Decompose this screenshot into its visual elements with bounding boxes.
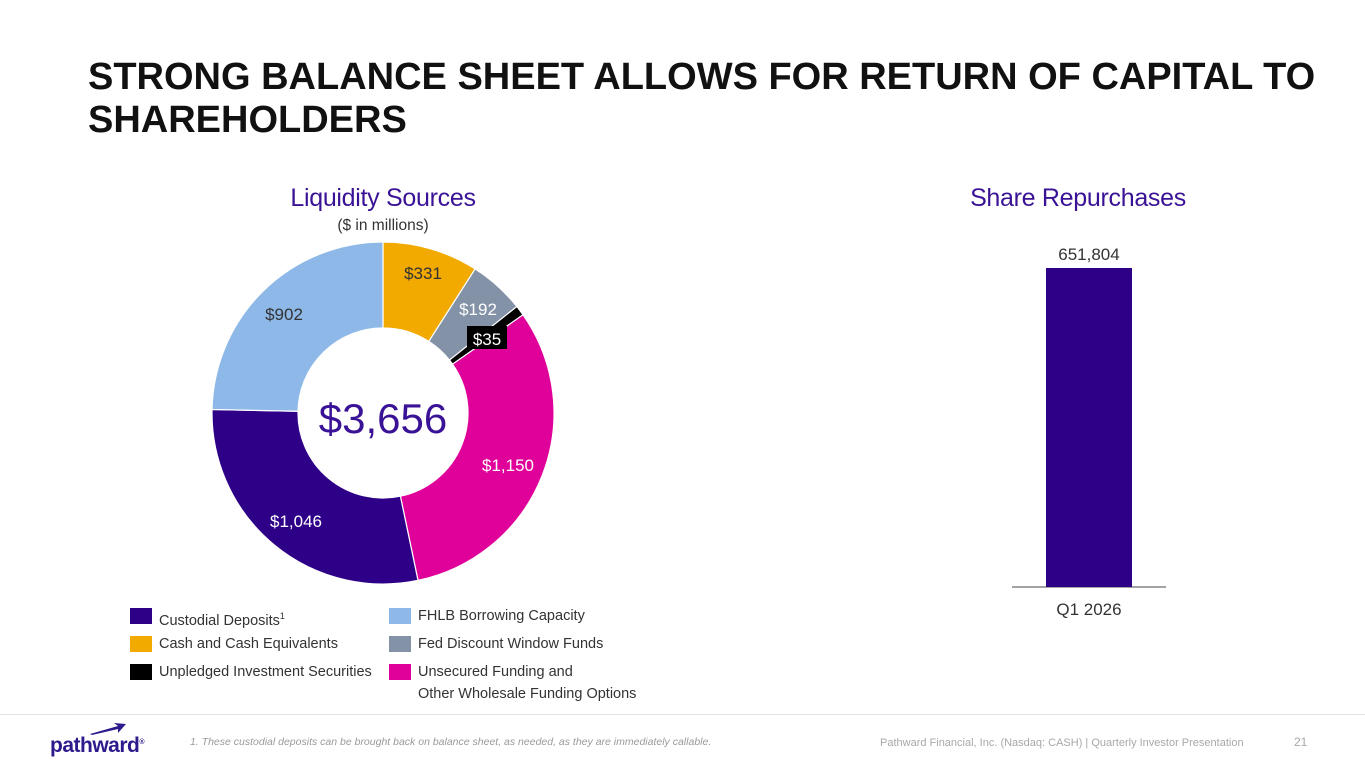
legend-item-unsecured: Unsecured Funding and Other Wholesale Fun… bbox=[389, 661, 636, 705]
page-number: 21 bbox=[1294, 735, 1308, 749]
bar-value-label-0: 651,804 bbox=[1058, 245, 1119, 264]
legend-swatch-unpledged bbox=[130, 664, 152, 680]
legend-label-custodial: Custodial Deposits1 bbox=[159, 611, 285, 629]
donut-label-unpledged: $35 bbox=[473, 330, 501, 349]
logo-arrow-icon bbox=[90, 723, 126, 735]
donut-label-cash: $331 bbox=[404, 264, 442, 283]
page-title: STRONG BALANCE SHEET ALLOWS FOR RETURN O… bbox=[88, 56, 1316, 141]
legend-item-cash: Cash and Cash Equivalents bbox=[130, 633, 338, 655]
liquidity-subtitle: ($ in millions) bbox=[337, 217, 429, 234]
legend-swatch-custodial bbox=[130, 608, 152, 624]
donut-label-unsecured: $1,150 bbox=[482, 456, 534, 475]
logo-text: pathward bbox=[50, 734, 140, 757]
donut-slice-unsecured bbox=[399, 313, 555, 582]
donut-center-total: $3,656 bbox=[319, 395, 447, 442]
legend-item-fed: Fed Discount Window Funds bbox=[389, 633, 603, 655]
legend-item-unpledged: Unpledged Investment Securities bbox=[130, 661, 372, 683]
legend-swatch-cash bbox=[130, 636, 152, 652]
footer-source: Pathward Financial, Inc. (Nasdaq: CASH) … bbox=[880, 737, 1244, 749]
repurchases-title: Share Repurchases bbox=[970, 184, 1186, 212]
donut-label-fed: $192 bbox=[459, 300, 497, 319]
legend-item-custodial: Custodial Deposits1 bbox=[130, 605, 285, 632]
donut-slice-custodial bbox=[211, 408, 419, 585]
legend-label-unsecured: Unsecured Funding and Other Wholesale Fun… bbox=[418, 664, 637, 702]
legend-swatch-fhlb bbox=[389, 608, 411, 624]
legend-label-cash: Cash and Cash Equivalents bbox=[159, 636, 338, 652]
bar-0 bbox=[1046, 268, 1132, 587]
legend-swatch-fed bbox=[389, 636, 411, 652]
bar-category-label-0: Q1 2026 bbox=[1056, 600, 1121, 619]
donut-label-custodial: $1,046 bbox=[270, 512, 322, 531]
donut-slice-fhlb bbox=[211, 241, 384, 412]
footnote: 1. These custodial deposits can be broug… bbox=[190, 736, 712, 748]
footer-divider bbox=[0, 714, 1365, 715]
donut-label-fhlb: $902 bbox=[265, 305, 303, 324]
legend-item-fhlb: FHLB Borrowing Capacity bbox=[389, 605, 585, 627]
legend-swatch-unsecured bbox=[389, 664, 411, 680]
pathward-logo: pathward® bbox=[50, 722, 160, 762]
legend-label-unpledged: Unpledged Investment Securities bbox=[159, 664, 372, 680]
liquidity-title: Liquidity Sources bbox=[290, 184, 476, 212]
legend-label-fed: Fed Discount Window Funds bbox=[418, 636, 604, 652]
legend-label-fhlb: FHLB Borrowing Capacity bbox=[418, 608, 585, 624]
donut-label-bg-unpledged bbox=[467, 326, 507, 349]
logo-registered-mark: ® bbox=[139, 739, 145, 746]
